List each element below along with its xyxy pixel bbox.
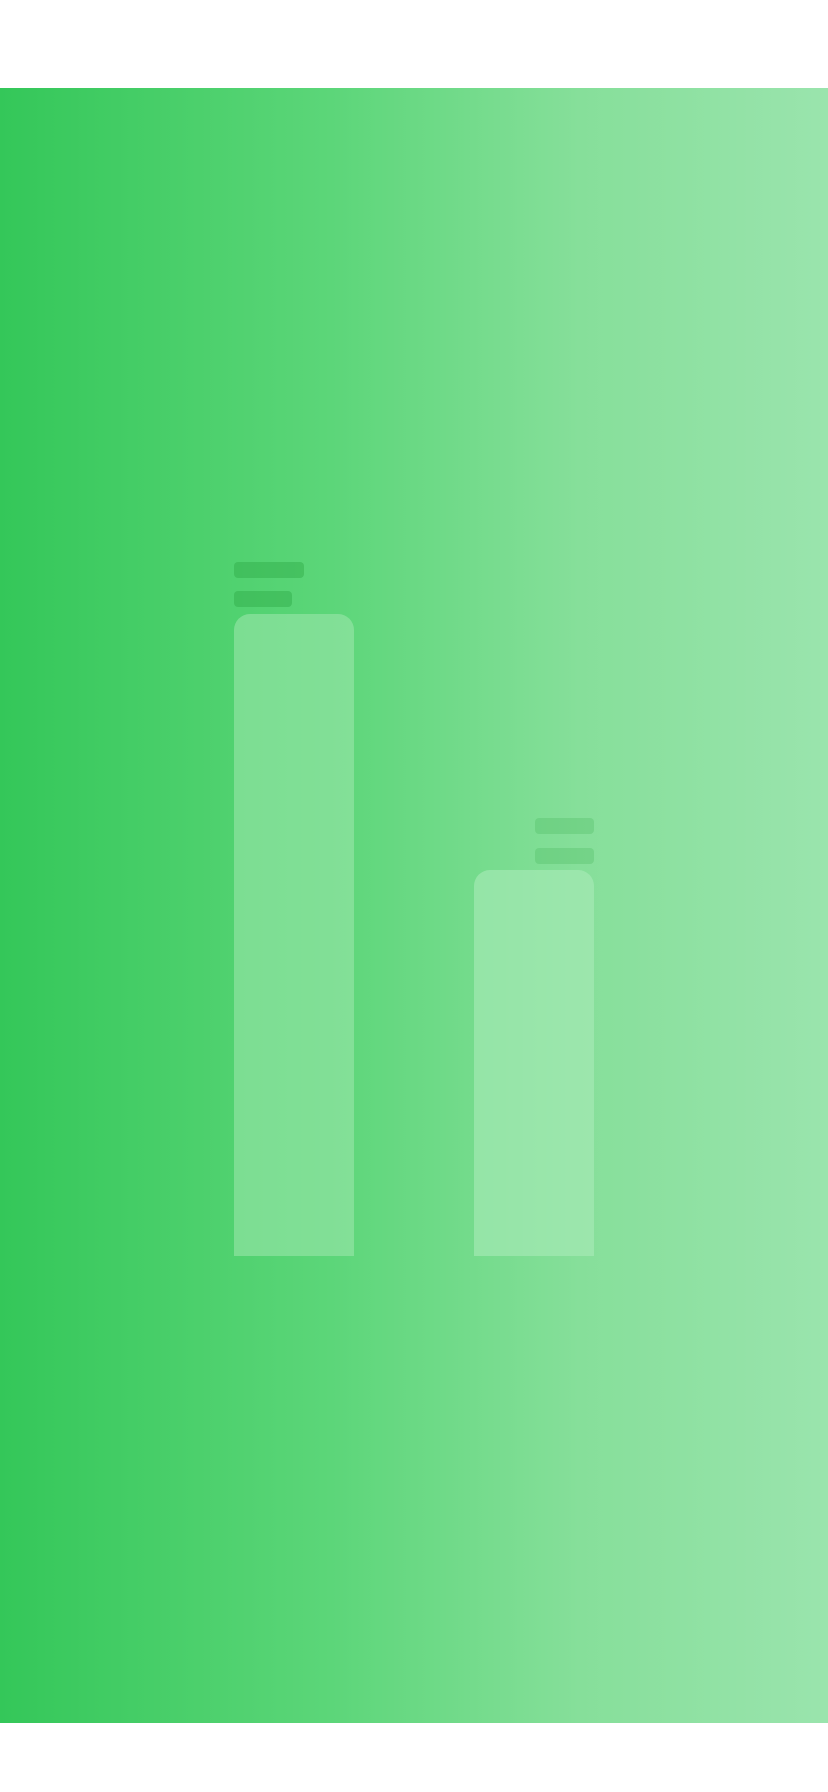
gradient-background xyxy=(0,88,828,1723)
chart-bar xyxy=(234,614,354,1256)
status-bar xyxy=(0,0,828,88)
bar-group-1 xyxy=(234,0,354,1792)
home-indicator-area xyxy=(0,1723,828,1792)
skeleton-label-line xyxy=(234,591,292,607)
chart-bar xyxy=(474,870,594,1256)
skeleton-label-line xyxy=(234,562,304,578)
bar-group-2 xyxy=(474,0,594,1792)
skeleton-label-line xyxy=(535,818,594,834)
skeleton-label-line xyxy=(535,848,594,864)
